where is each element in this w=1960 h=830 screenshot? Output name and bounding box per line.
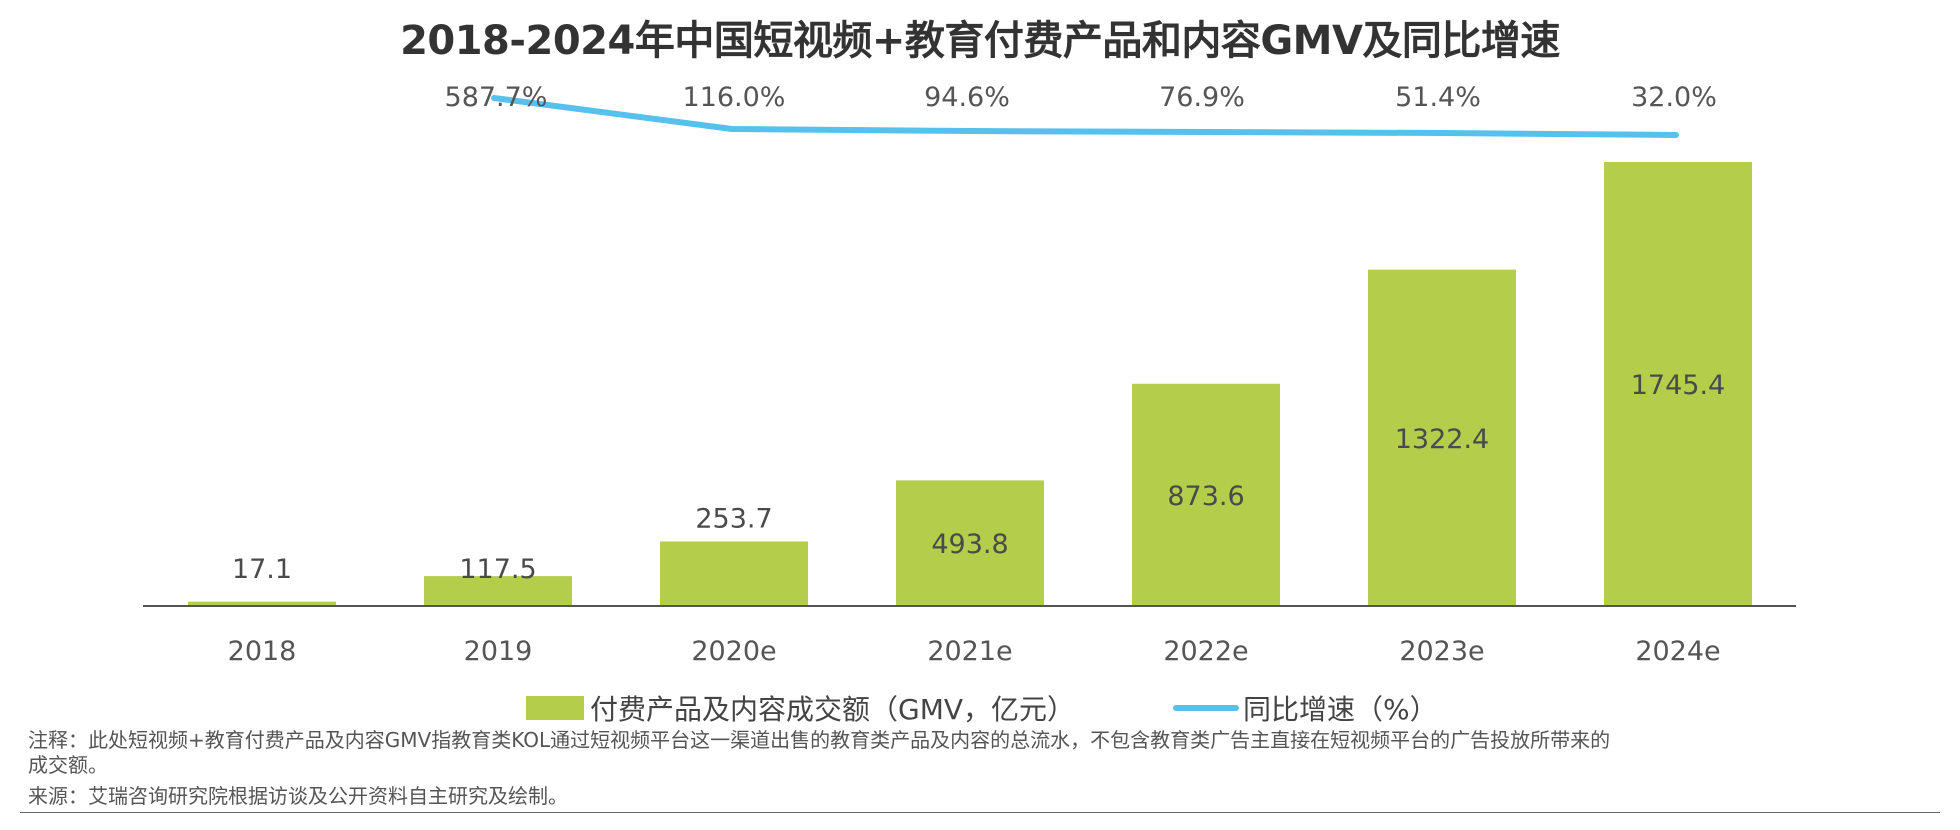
bar-2018 [188, 601, 336, 606]
footer-divider [20, 812, 1940, 813]
x-tick-2019: 2019 [464, 636, 533, 667]
bar-2019 [424, 576, 572, 606]
growth-label-2019: 587.7% [445, 82, 548, 113]
bar-label-2021e: 493.8 [931, 529, 1008, 560]
bar-label-2020e: 253.7 [695, 503, 772, 534]
bar-label-2018: 17.1 [232, 554, 292, 585]
growth-rate-line [491, 95, 1679, 138]
growth-label-2024e: 32.0% [1631, 82, 1717, 113]
growth-label-2022e: 76.9% [1159, 82, 1245, 113]
note-line-1: 注释：此处短视频+教育付费产品及内容GMV指教育类KOL通过短视频平台这一渠道出… [28, 728, 1611, 752]
x-tick-2024e: 2024e [1635, 636, 1720, 667]
x-tick-2023e: 2023e [1399, 636, 1484, 667]
growth-label-2020e: 116.0% [683, 82, 786, 113]
bar-2024e [1604, 162, 1752, 606]
bar-2020e [660, 541, 808, 606]
x-tick-2021e: 2021e [927, 636, 1012, 667]
chart-svg: 2018 2019 2020e 2021e 2022e 2023e 2024e 17.1 11… [143, 82, 1796, 667]
legend: 付费产品及内容成交额（GMV，亿元） 同比增速（%） [0, 688, 1960, 728]
source-note: 来源：艾瑞咨询研究院根据访谈及公开资料自主研究及绘制。 [28, 784, 568, 808]
bar-label-2022e: 873.6 [1167, 481, 1244, 512]
legend-swatch-line [1173, 705, 1239, 711]
bar-2021e [896, 480, 1044, 606]
note-line-2: 成交额。 [28, 753, 108, 777]
x-tick-2020e: 2020e [691, 636, 776, 667]
bar-label-2023e: 1322.4 [1395, 424, 1489, 455]
x-tick-2022e: 2022e [1163, 636, 1248, 667]
chart-title: 2018-2024年中国短视频+教育付费产品和内容GMV及同比增速 [400, 18, 1560, 64]
bar-2023e [1368, 269, 1516, 606]
legend-item-growth: 同比增速（%） [1173, 688, 1438, 728]
growth-label-2023e: 51.4% [1395, 82, 1481, 113]
bar-2022e [1132, 383, 1280, 606]
legend-label-growth: 同比增速（%） [1243, 693, 1438, 726]
x-tick-2018: 2018 [228, 636, 297, 667]
bar-label-2024e: 1745.4 [1631, 370, 1725, 401]
legend-label-gmv: 付费产品及内容成交额（GMV，亿元） [590, 693, 1076, 726]
growth-label-2021e: 94.6% [924, 82, 1010, 113]
legend-item-gmv: 付费产品及内容成交额（GMV，亿元） [526, 688, 1075, 728]
legend-swatch-bar [526, 696, 584, 720]
bar-label-2019: 117.5 [459, 554, 536, 585]
